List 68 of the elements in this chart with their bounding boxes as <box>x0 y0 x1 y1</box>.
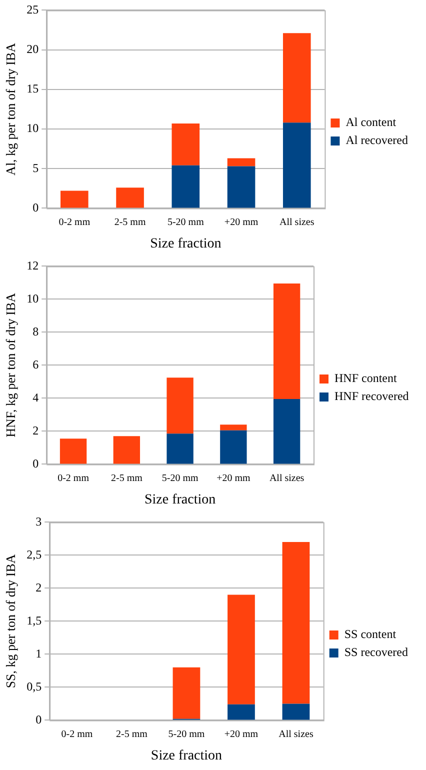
y-tick-label: 5 <box>32 160 39 175</box>
x-tick-label: +20 mm <box>224 728 258 740</box>
y-tick-label: 10 <box>26 291 39 306</box>
bar <box>282 704 310 720</box>
y-tick-label: 12 <box>26 258 39 272</box>
x-tick-label: 2-5 mm <box>116 728 148 740</box>
bar <box>172 165 200 208</box>
legend-label: HNF recovered <box>334 389 409 404</box>
y-axis-title: SS, kg per ton of dry IBA <box>3 554 18 688</box>
x-tick-label: 0-2 mm <box>61 728 93 740</box>
y-tick-label: 3 <box>36 514 42 528</box>
y-tick-label: 10 <box>26 121 39 136</box>
bar <box>228 704 255 720</box>
y-tick-label: 0 <box>32 456 39 470</box>
x-tick-label: +20 mm <box>224 216 258 228</box>
y-tick-label: 0 <box>32 200 39 214</box>
x-tick-label: All sizes <box>280 216 314 228</box>
y-tick-label: 20 <box>26 42 39 56</box>
x-axis-title: Size fraction <box>150 748 222 764</box>
legend-label: SS content <box>344 627 397 642</box>
x-tick-label: 5-20 mm <box>168 728 205 740</box>
x-tick-label: +20 mm <box>216 472 250 484</box>
y-tick-label: 2,5 <box>26 547 42 562</box>
bar <box>228 594 255 704</box>
y-tick-label: 15 <box>26 82 39 96</box>
y-tick-label: 25 <box>26 2 39 16</box>
y-tick-label: 2 <box>32 423 39 438</box>
y-tick-label: 8 <box>32 324 39 338</box>
bar <box>227 166 256 208</box>
x-tick-label: All sizes <box>269 472 304 484</box>
y-tick-label: 1 <box>36 646 42 660</box>
bar <box>273 284 300 400</box>
bar <box>282 122 311 208</box>
y-tick-label: 2 <box>36 580 42 594</box>
bar <box>60 438 87 464</box>
bar <box>166 434 194 464</box>
bar <box>282 33 311 123</box>
y-axis-title: HNF, kg per ton of dry IBA <box>3 292 18 438</box>
bar <box>172 667 200 719</box>
bar <box>220 424 247 430</box>
x-tick-label: 5-20 mm <box>162 472 198 484</box>
bar <box>116 188 144 208</box>
bar <box>282 542 310 704</box>
bar <box>113 436 140 464</box>
y-tick-label: 4 <box>32 390 39 404</box>
legend-label: Al recovered <box>346 133 408 148</box>
bar <box>60 190 88 208</box>
x-tick-label: All sizes <box>278 728 314 740</box>
x-axis-title: Size fraction <box>144 492 216 508</box>
bar <box>273 399 300 464</box>
y-tick-label: 0,5 <box>26 679 42 694</box>
legend-label: SS recovered <box>344 645 408 660</box>
y-tick-label: 6 <box>32 357 39 372</box>
legend-label: Al content <box>346 115 397 130</box>
x-tick-label: 2-5 mm <box>114 216 146 228</box>
x-tick-label: 0-2 mm <box>58 472 90 484</box>
x-tick-label: 5-20 mm <box>167 216 204 228</box>
bar <box>172 123 200 166</box>
x-tick-label: 0-2 mm <box>58 216 90 228</box>
bar <box>220 430 247 464</box>
bar <box>166 378 194 434</box>
bar <box>227 158 256 166</box>
y-tick-label: 0 <box>36 712 42 726</box>
x-tick-label: 2-5 mm <box>110 472 143 484</box>
y-tick-label: 1,5 <box>26 613 42 628</box>
x-axis-title: Size fraction <box>150 236 222 252</box>
y-axis-title: Al, kg per ton of dry IBA <box>3 42 18 176</box>
legend-label: HNF content <box>334 371 398 386</box>
